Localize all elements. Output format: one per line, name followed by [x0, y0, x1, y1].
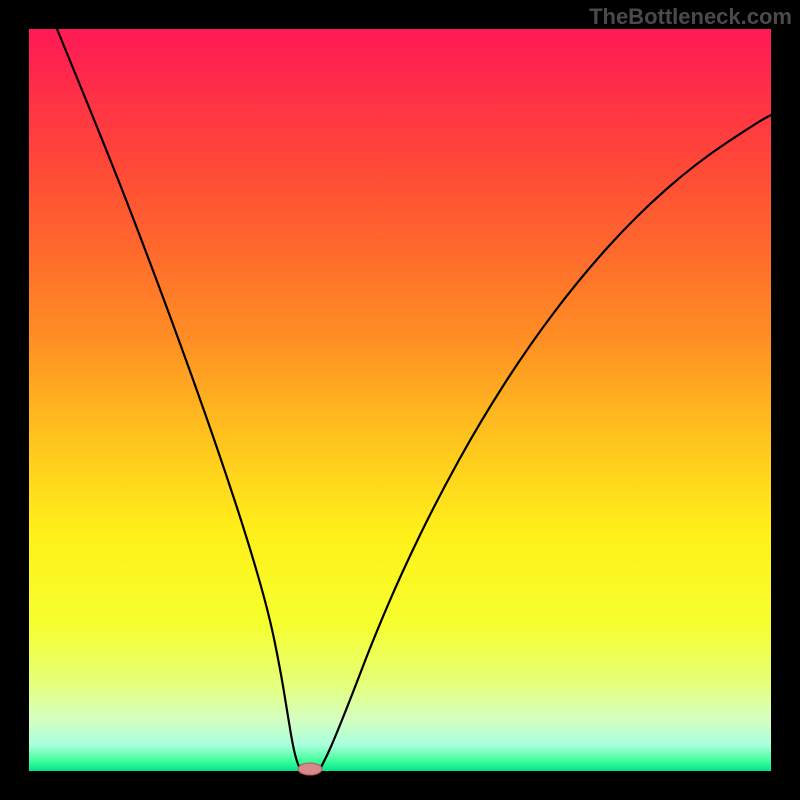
watermark-text: TheBottleneck.com	[589, 4, 792, 30]
minimum-marker	[298, 763, 322, 775]
plot-area	[29, 29, 771, 771]
chart-frame: TheBottleneck.com	[0, 0, 800, 800]
chart-svg	[0, 0, 800, 800]
